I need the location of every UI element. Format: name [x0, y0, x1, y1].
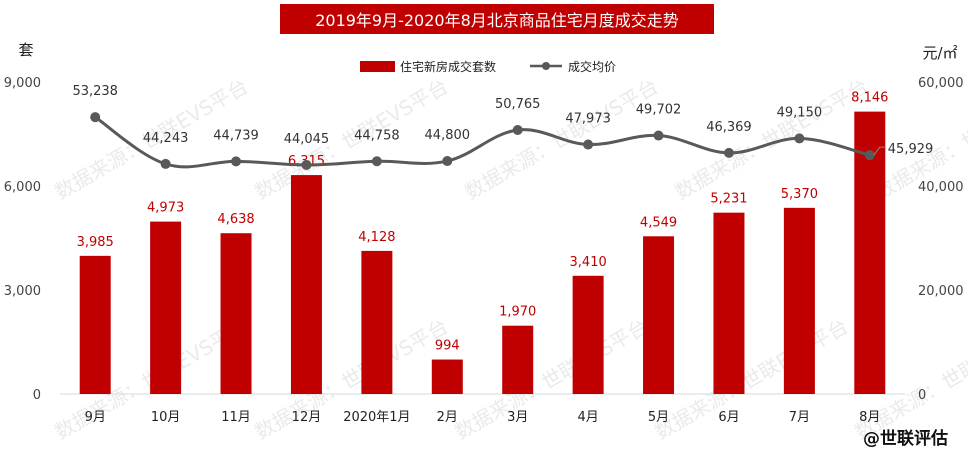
bar-5: [361, 250, 393, 394]
x-axis-tick: 2月: [437, 410, 458, 425]
price-value-label: 49,702: [636, 103, 682, 118]
legend-bar-label: 住宅新房成交套数: [400, 59, 496, 74]
price-marker-7: [512, 125, 523, 136]
x-axis-tick: 2020年1月: [343, 410, 410, 425]
legend-line-marker: [542, 62, 550, 70]
price-marker-3: [231, 156, 242, 167]
price-marker-6: [442, 156, 453, 167]
price-marker-11: [794, 133, 805, 144]
legend-line-label: 成交均价: [568, 59, 616, 74]
bar-8: [572, 275, 604, 394]
right-axis-tick: 20,000: [918, 284, 964, 299]
left-axis-tick: 0: [33, 388, 41, 403]
left-axis-label: 套: [18, 41, 33, 59]
bar-1: [79, 255, 111, 394]
price-value-label: 44,739: [213, 128, 259, 143]
left-axis-tick: 9,000: [4, 76, 41, 91]
bar-value-label: 4,638: [217, 212, 254, 227]
price-marker-1: [90, 112, 101, 123]
right-axis-tick: 40,000: [918, 180, 964, 195]
bar-11: [783, 207, 815, 394]
left-axis-tick: 3,000: [4, 284, 41, 299]
watermark-text: 数据来源：世联EVS平台: [451, 314, 653, 444]
price-marker-9: [653, 130, 664, 141]
x-axis-tick: 3月: [507, 410, 528, 425]
brand-signature: @世联评估: [863, 429, 948, 449]
x-axis-tick: 7月: [789, 410, 810, 425]
watermark-text: 数据来源：世联EVS平台: [251, 74, 453, 204]
bar-value-label: 4,549: [640, 215, 677, 230]
price-value-label: 49,150: [777, 105, 823, 120]
price-value-label: 47,973: [565, 112, 611, 127]
x-axis-tick: 6月: [718, 410, 739, 425]
bar-6: [431, 359, 463, 394]
legend-bar-swatch: [360, 61, 395, 72]
price-marker-2: [160, 158, 171, 169]
bar-4: [290, 175, 322, 394]
bar-value-label: 5,370: [781, 187, 818, 202]
price-marker-8: [583, 139, 594, 150]
price-value-label: 45,929: [888, 142, 934, 157]
price-value-label: 44,045: [284, 132, 330, 147]
watermark-text: 数据来源：世联EVS平台: [651, 314, 853, 444]
price-value-label: 44,800: [425, 128, 471, 143]
right-axis-tick: 0: [918, 388, 926, 403]
price-value-label: 44,758: [354, 128, 400, 143]
chart-title: 2019年9月-2020年8月北京商品住宅月度成交走势: [280, 4, 714, 34]
bar-value-label: 5,231: [710, 192, 747, 207]
bar-value-label: 4,973: [147, 201, 184, 216]
bar-value-label: 3,985: [77, 235, 114, 250]
price-marker-10: [723, 147, 734, 158]
price-label-leader: [873, 146, 886, 156]
price-marker-5: [371, 156, 382, 167]
bar-value-label: 994: [435, 339, 460, 354]
bar-value-label: 1,970: [499, 305, 536, 320]
x-axis-tick: 9月: [85, 410, 106, 425]
bar-value-label: 4,128: [358, 230, 395, 245]
price-value-label: 53,238: [72, 84, 118, 99]
watermark-text: 数据来源：世联EVS平台: [671, 74, 873, 204]
price-marker-4: [301, 159, 312, 170]
x-axis-tick: 11月: [221, 410, 251, 425]
price-value-label: 46,369: [706, 120, 752, 135]
bar-3: [220, 233, 252, 394]
right-axis-label: 元/㎡: [922, 44, 957, 62]
bar-10: [713, 212, 745, 394]
x-axis-tick: 5月: [648, 410, 669, 425]
price-marker-12: [864, 150, 875, 161]
x-axis-tick: 12月: [292, 410, 322, 425]
right-axis-tick: 60,000: [918, 76, 964, 91]
x-axis-tick: 10月: [151, 410, 181, 425]
bar-value-label: 3,410: [570, 255, 607, 270]
x-axis-tick: 8月: [859, 410, 880, 425]
price-value-label: 50,765: [495, 97, 541, 112]
price-value-label: 44,243: [143, 131, 189, 146]
bar-value-label: 8,146: [851, 91, 888, 106]
bar-2: [150, 221, 182, 394]
x-axis-tick: 4月: [577, 410, 598, 425]
left-axis-tick: 6,000: [4, 180, 41, 195]
bar-7: [502, 325, 534, 394]
bar-9: [643, 236, 675, 394]
